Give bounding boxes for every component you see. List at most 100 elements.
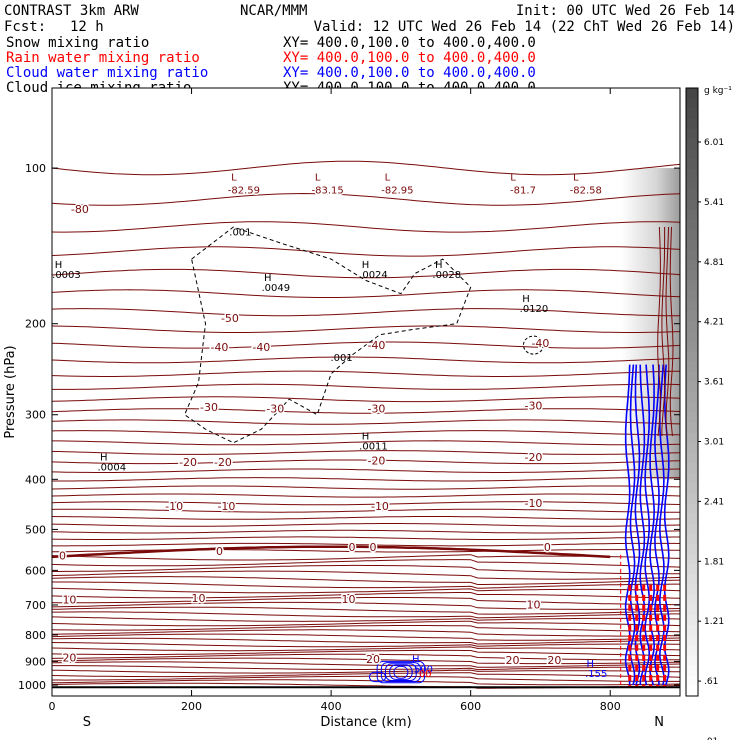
isotherm-line bbox=[52, 606, 680, 615]
colorbar-segment bbox=[686, 361, 698, 373]
field-xy: XY= 400.0,100.0 to 400.0,400.0 bbox=[283, 50, 536, 66]
ice-max-label: .0049 bbox=[261, 283, 290, 294]
temperature-label: 10 bbox=[342, 593, 356, 606]
colorbar-tick-label: 4.81 bbox=[704, 258, 724, 268]
y-tick-label: 100 bbox=[25, 162, 46, 175]
colorbar-tick-label: 3.61 bbox=[704, 378, 724, 388]
colorbar-tick-label: .01 bbox=[704, 737, 718, 740]
ice-max-label: .0011 bbox=[359, 441, 388, 452]
colorbar-segment bbox=[686, 685, 698, 697]
isotherm-line bbox=[52, 523, 680, 527]
snow-column-line bbox=[665, 226, 670, 437]
colorbar-segment bbox=[686, 473, 698, 484]
colorbar-segment bbox=[686, 432, 698, 444]
colorbar-segment bbox=[686, 381, 698, 393]
temperature-label: -40 bbox=[531, 337, 549, 350]
y-axis-label: Pressure (hPa) bbox=[3, 345, 18, 438]
ice-max-label: .0004 bbox=[98, 463, 127, 474]
colorbar-segment bbox=[686, 635, 698, 646]
colorbar-segment bbox=[686, 665, 698, 677]
colorbar-segment bbox=[686, 209, 698, 221]
temperature-label: 10 bbox=[62, 593, 76, 606]
cloud-high-marker: H bbox=[587, 659, 595, 670]
min-value-label: -82.95 bbox=[381, 185, 413, 196]
isotherm-line bbox=[52, 440, 680, 446]
colorbar-tick-label: 1.21 bbox=[704, 617, 724, 627]
temperature-label-halo: -40 bbox=[210, 341, 228, 354]
y-tick-label: 700 bbox=[25, 599, 46, 612]
temperature-labels: -80-80-50-50-40-40 -40-40 -40-40 -40-40-30-… bbox=[57, 202, 562, 669]
colorbar-segment bbox=[686, 240, 698, 251]
temperature-label-halo: 10 bbox=[526, 599, 540, 612]
high-marker: H bbox=[522, 294, 530, 305]
isotherm-line bbox=[52, 485, 680, 490]
temperature-label: 20 bbox=[366, 653, 380, 666]
snow-label: .001 bbox=[330, 353, 352, 364]
temperature-label: 0 bbox=[544, 541, 551, 554]
isotherm-line bbox=[52, 221, 680, 233]
isotherm-line bbox=[52, 396, 680, 403]
colorbar-segment bbox=[686, 199, 698, 211]
ice-contour bbox=[183, 226, 472, 444]
colorbar-tick-label: 6.01 bbox=[704, 138, 724, 148]
x-end-label-right: N bbox=[654, 715, 664, 730]
temperature-label: 10 bbox=[192, 592, 206, 605]
colorbar-unit: g kg⁻¹ bbox=[704, 86, 732, 96]
isotherm-line bbox=[52, 516, 680, 520]
isotherm-line bbox=[52, 592, 680, 599]
min-value-label: -81.7 bbox=[510, 185, 536, 196]
isotherm-line bbox=[52, 308, 680, 317]
isotherm-line bbox=[52, 493, 680, 498]
cloud-max-label: .500 bbox=[411, 664, 433, 675]
temperature-contours bbox=[52, 160, 680, 689]
temperature-label: 20 bbox=[62, 652, 76, 665]
isotherm-line bbox=[52, 289, 680, 298]
colorbar-segment bbox=[686, 544, 698, 555]
isotherm-line bbox=[52, 450, 680, 455]
temperature-label-halo: 0 bbox=[59, 550, 66, 563]
temperature-label-halo: -10 bbox=[165, 500, 183, 513]
temperature-label-halo: -40 bbox=[252, 341, 270, 354]
colorbar-segment bbox=[686, 98, 698, 109]
low-marker: L bbox=[385, 172, 391, 183]
y-tick-label: 400 bbox=[25, 473, 46, 486]
colorbar-segment bbox=[686, 108, 698, 119]
zero-isotherm bbox=[52, 545, 611, 559]
isotherm-line bbox=[52, 508, 680, 513]
x-axis-label: Distance (km) bbox=[320, 715, 411, 730]
colorbar-segment bbox=[686, 554, 698, 565]
temperature-label-halo: 20 bbox=[547, 654, 561, 667]
fcst-label: Fcst: bbox=[4, 19, 46, 35]
isotherm-line bbox=[52, 459, 680, 465]
temperature-label-halo: -30 bbox=[200, 401, 218, 414]
isotherm-line bbox=[52, 325, 680, 333]
snow-column-line bbox=[661, 227, 666, 437]
x-tick-label: 200 bbox=[181, 700, 202, 713]
temperature-label-halo: -30 bbox=[266, 403, 284, 416]
isotherm-line bbox=[52, 246, 680, 257]
model-title: CONTRAST 3km ARW bbox=[4, 3, 139, 19]
temperature-label: -50 bbox=[221, 312, 239, 325]
x-tick-label: 800 bbox=[600, 700, 621, 713]
temperature-label: -40 bbox=[367, 339, 385, 352]
colorbar-segment bbox=[686, 462, 698, 474]
colorbar-segment bbox=[686, 392, 698, 403]
isotherm-line bbox=[52, 268, 680, 279]
colorbar-segment bbox=[686, 533, 698, 545]
colorbar-segment bbox=[686, 219, 698, 231]
isotherm-line bbox=[52, 477, 680, 482]
temperature-label-halo: 10 bbox=[342, 593, 356, 606]
temperature-label: -30 bbox=[367, 403, 385, 416]
colorbar-segment bbox=[686, 584, 698, 596]
colorbar-segment bbox=[686, 402, 698, 413]
temperature-label-halo: 20 bbox=[62, 652, 76, 665]
temperature-label: -30 bbox=[524, 400, 542, 413]
temperature-label: 0 bbox=[369, 541, 376, 554]
y-axis: 1002003004005006007008009001000Pressure … bbox=[3, 162, 680, 692]
high-marker: H bbox=[362, 260, 370, 271]
isotherm-line bbox=[52, 616, 680, 622]
plot-content bbox=[52, 160, 680, 689]
temperature-label: -40 bbox=[210, 341, 228, 354]
temperature-label-halo: -20 bbox=[367, 455, 385, 468]
field-xy: XY= 400.0,100.0 to 400.0,400.0 bbox=[283, 65, 536, 81]
